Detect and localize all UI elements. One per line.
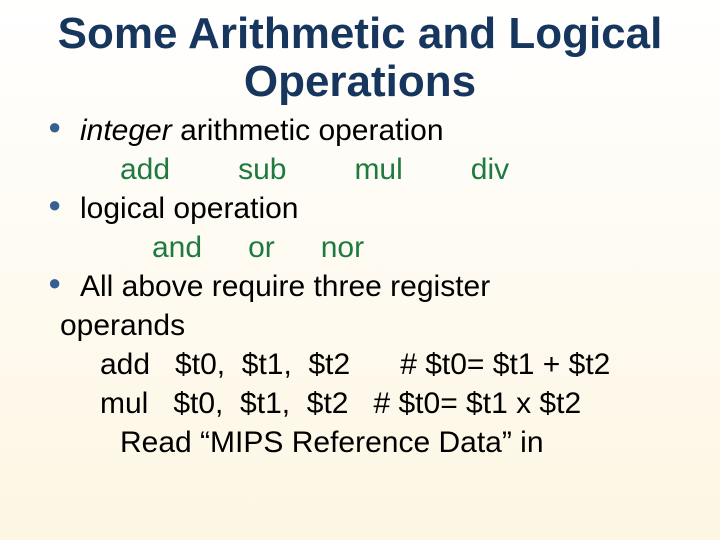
op-add: add [120,150,170,189]
bullet-integer-ops: integer arithmetic operation [80,111,690,150]
slide-body: integer arithmetic operation add sub mul… [30,111,690,462]
arithmetic-ops-row: add sub mul div [80,150,690,189]
op-sub: sub [238,150,286,189]
op-div: div [471,150,509,189]
op-or: or [248,228,275,267]
code-example-add: add $t0, $t1, $t2 # $t0= $t1 + $t2 [80,345,690,384]
reference-line: Read “MIPS Reference Data” in [80,423,690,462]
bullet-logical-ops: logical operation [80,189,690,228]
bullet-2-text: logical operation [80,192,298,225]
op-mul: mul [354,150,402,189]
logical-ops-row: and or nor [80,228,690,267]
slide: Some Arithmetic and Logical Operations i… [0,0,720,540]
op-nor: nor [321,228,364,267]
integer-word: integer [80,114,172,147]
bullet-3-line2: operands [60,306,690,345]
code-example-mul: mul $t0, $t1, $t2 # $t0= $t1 x $t2 [80,384,690,423]
bullet-1-rest: arithmetic operation [172,114,444,147]
op-and: and [152,228,202,267]
bullet-3-line1: All above require three register [80,270,490,303]
bullet-register-operands: All above require three register [80,267,690,306]
slide-title: Some Arithmetic and Logical Operations [30,10,690,107]
